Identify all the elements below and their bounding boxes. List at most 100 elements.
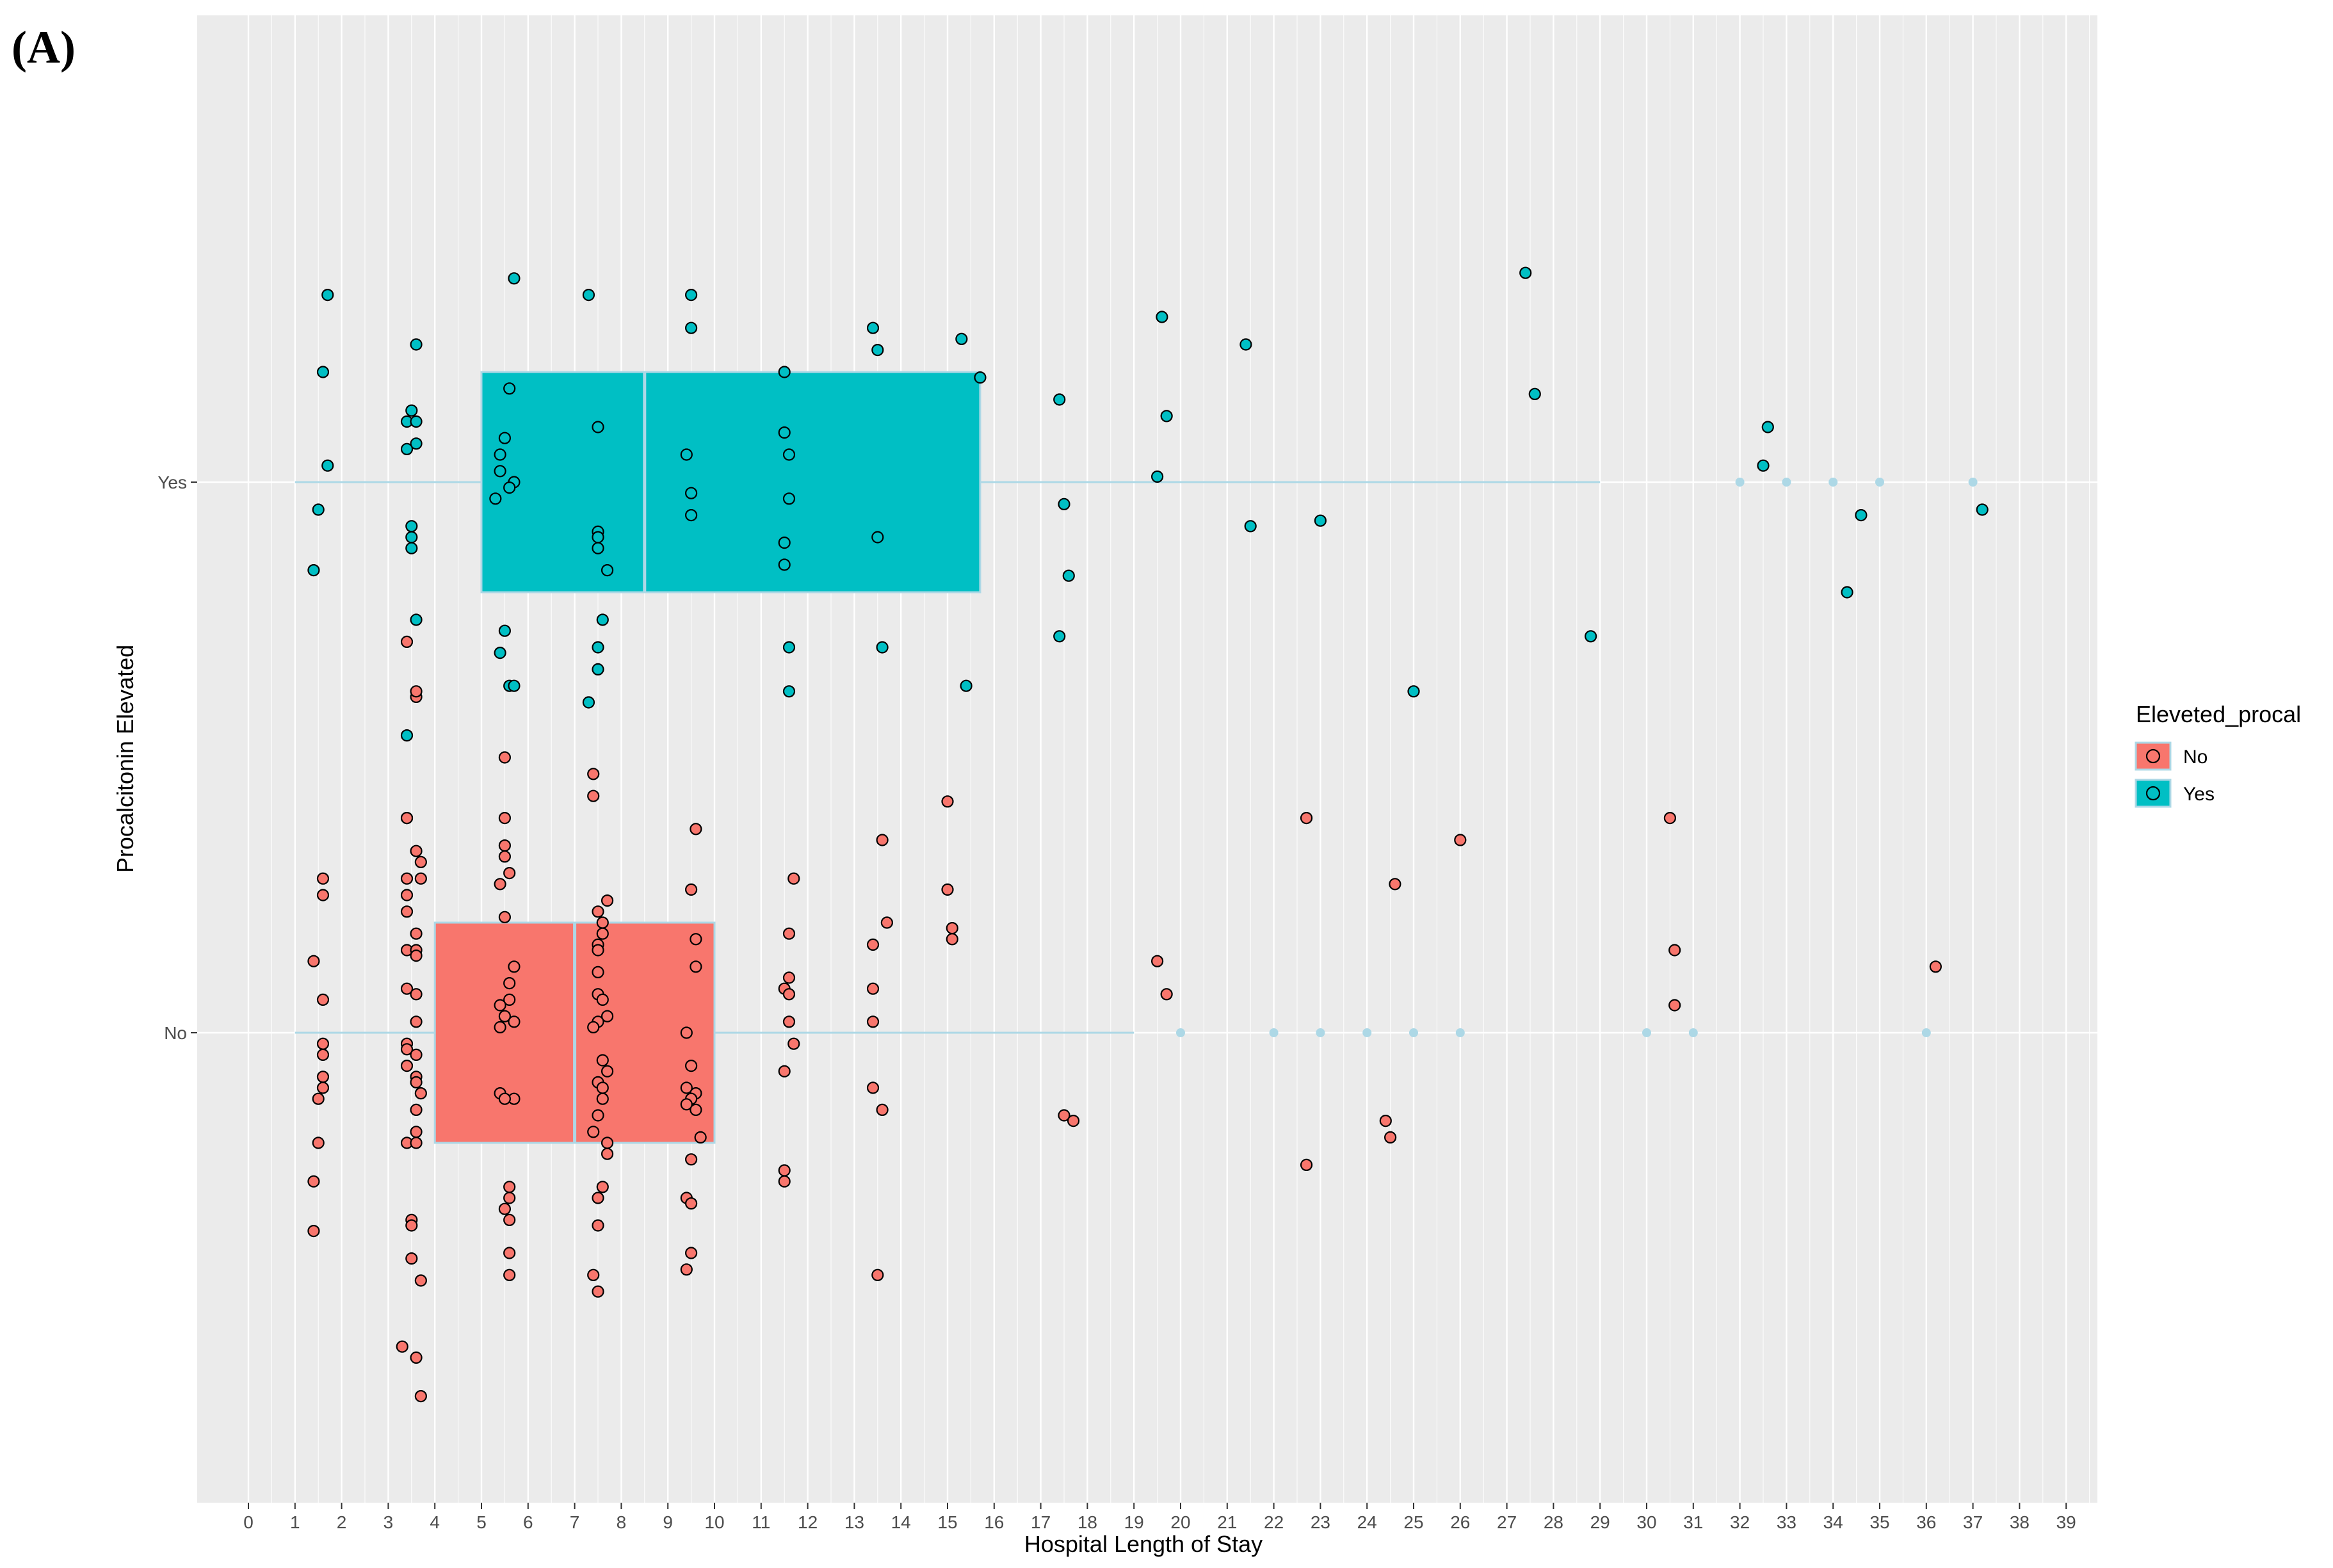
- data-point-no: [596, 1092, 609, 1105]
- data-point-yes: [955, 332, 968, 346]
- data-point-yes: [410, 415, 423, 428]
- data-point-no: [684, 1153, 698, 1166]
- outlier-point: [1642, 1028, 1651, 1037]
- data-point-no: [316, 1037, 330, 1050]
- data-point-yes: [1528, 387, 1541, 401]
- legend-point-yes: [2145, 786, 2161, 801]
- data-point-yes: [405, 531, 418, 544]
- x-tick-label: 21: [1217, 1512, 1237, 1532]
- x-tick-label: 39: [2056, 1512, 2076, 1532]
- data-point-no: [587, 789, 600, 802]
- data-point-no: [400, 982, 414, 995]
- data-point-no: [508, 1015, 521, 1028]
- data-point-no: [400, 905, 414, 918]
- data-point-no: [782, 971, 796, 984]
- data-point-no: [601, 894, 614, 907]
- data-point-yes: [1757, 459, 1770, 472]
- data-point-no: [316, 889, 330, 901]
- data-point-yes: [680, 448, 693, 461]
- data-point-no: [680, 1081, 693, 1094]
- data-point-no: [587, 1126, 600, 1138]
- data-point-no: [592, 966, 604, 979]
- data-point-no: [410, 1351, 423, 1364]
- y-axis-title: Procalcitonin Elevated: [112, 645, 138, 873]
- boxes: [433, 371, 981, 1144]
- legend-point-no: [2145, 748, 2161, 764]
- data-point-no: [684, 883, 698, 896]
- data-point-yes: [503, 382, 516, 395]
- data-point-no: [1668, 944, 1681, 957]
- data-point-no: [494, 1021, 506, 1034]
- data-point-yes: [1156, 311, 1168, 323]
- data-point-no: [1929, 960, 1942, 973]
- data-point-yes: [494, 646, 506, 659]
- outlier-point: [1269, 1028, 1279, 1037]
- data-point-no: [410, 1136, 423, 1149]
- data-point-yes: [592, 531, 604, 544]
- data-point-no: [494, 878, 506, 891]
- data-point-yes: [1585, 630, 1597, 643]
- data-point-no: [503, 1192, 516, 1204]
- data-point-no: [876, 1103, 889, 1117]
- data-point-no: [941, 795, 954, 808]
- outlier-point: [1735, 478, 1745, 487]
- data-point-yes: [1314, 514, 1327, 527]
- data-point-no: [405, 1252, 418, 1265]
- data-point-yes: [410, 437, 423, 450]
- x-tick-label: 33: [1777, 1512, 1796, 1532]
- data-point-no: [782, 927, 796, 940]
- data-point-yes: [1855, 508, 1868, 522]
- data-point-no: [866, 982, 880, 995]
- data-point-yes: [405, 404, 418, 417]
- data-point-yes: [498, 432, 512, 444]
- data-point-yes: [1053, 630, 1066, 643]
- data-point-no: [778, 1065, 791, 1078]
- outlier-point: [1455, 1028, 1465, 1037]
- x-tick-label: 28: [1544, 1512, 1563, 1532]
- data-point-no: [410, 949, 423, 962]
- data-point-no: [1379, 1114, 1392, 1128]
- data-point-no: [690, 960, 702, 973]
- data-point-no: [400, 635, 414, 649]
- data-point-no: [787, 872, 800, 885]
- data-point-no: [400, 811, 414, 825]
- x-tick-label: 31: [1683, 1512, 1703, 1532]
- data-point-no: [410, 1076, 423, 1089]
- data-point-yes: [494, 465, 506, 478]
- data-point-no: [1300, 811, 1313, 825]
- data-point-no: [592, 1192, 604, 1204]
- data-point-no: [410, 685, 423, 698]
- x-tick-label: 38: [2010, 1512, 2030, 1532]
- data-point-no: [503, 976, 516, 990]
- data-point-no: [400, 889, 414, 901]
- data-point-no: [866, 938, 880, 951]
- data-point-no: [592, 1219, 604, 1232]
- data-point-yes: [489, 492, 502, 505]
- data-point-no: [592, 1109, 604, 1122]
- data-point-no: [410, 1015, 423, 1028]
- data-point-no: [1384, 1131, 1397, 1144]
- x-tick-label: 2: [337, 1512, 347, 1532]
- data-point-no: [316, 1071, 330, 1083]
- data-point-no: [307, 1175, 320, 1188]
- outlier-point: [1176, 1028, 1185, 1037]
- x-tick-label: 30: [1636, 1512, 1656, 1532]
- x-tick-label: 9: [663, 1512, 673, 1532]
- data-point-yes: [601, 563, 614, 577]
- data-point-no: [410, 845, 423, 857]
- data-point-no: [587, 768, 600, 780]
- data-point-yes: [405, 542, 418, 554]
- x-tick-label: 13: [844, 1512, 864, 1532]
- data-point-no: [601, 1065, 614, 1078]
- data-point-no: [690, 1103, 702, 1117]
- data-point-yes: [684, 508, 698, 522]
- x-tick-label: 37: [1963, 1512, 1983, 1532]
- data-point-yes: [782, 492, 796, 505]
- y-tick-label: No: [164, 1023, 187, 1043]
- data-point-no: [498, 1202, 512, 1215]
- data-point-no: [316, 872, 330, 885]
- data-point-no: [587, 1268, 600, 1282]
- data-point-no: [1668, 999, 1681, 1012]
- data-point-yes: [410, 613, 423, 626]
- data-point-no: [880, 916, 893, 929]
